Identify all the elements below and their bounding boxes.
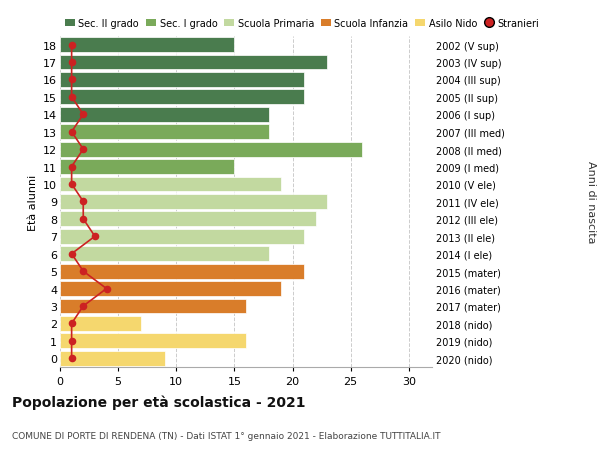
Point <box>79 302 88 310</box>
Text: Anni di nascita: Anni di nascita <box>586 161 596 243</box>
Bar <box>60 177 281 192</box>
Bar <box>60 195 328 209</box>
Text: Popolazione per età scolastica - 2021: Popolazione per età scolastica - 2021 <box>12 395 305 409</box>
Point <box>90 233 100 241</box>
Point <box>67 129 76 136</box>
Point <box>79 146 88 153</box>
Bar <box>60 264 304 279</box>
Point <box>102 285 112 292</box>
Bar <box>60 160 235 174</box>
Bar <box>60 73 304 88</box>
Bar <box>60 56 328 70</box>
Bar <box>60 90 304 105</box>
Point <box>67 77 76 84</box>
Point <box>67 181 76 188</box>
Point <box>79 216 88 223</box>
Point <box>79 112 88 119</box>
Bar <box>60 247 269 262</box>
Legend: Sec. II grado, Sec. I grado, Scuola Primaria, Scuola Infanzia, Asilo Nido, Stran: Sec. II grado, Sec. I grado, Scuola Prim… <box>65 18 539 28</box>
Point <box>67 94 76 101</box>
Y-axis label: Età alunni: Età alunni <box>28 174 38 230</box>
Point <box>79 198 88 206</box>
Bar <box>60 334 246 348</box>
Point <box>67 251 76 258</box>
Point <box>67 42 76 49</box>
Bar <box>60 281 281 297</box>
Bar <box>60 142 362 157</box>
Point <box>67 320 76 327</box>
Point <box>67 59 76 67</box>
Bar <box>60 351 164 366</box>
Bar <box>60 38 235 53</box>
Text: COMUNE DI PORTE DI RENDENA (TN) - Dati ISTAT 1° gennaio 2021 - Elaborazione TUTT: COMUNE DI PORTE DI RENDENA (TN) - Dati I… <box>12 431 440 441</box>
Point <box>67 337 76 345</box>
Point <box>67 355 76 362</box>
Bar <box>60 107 269 123</box>
Bar <box>60 230 304 244</box>
Bar <box>60 299 246 313</box>
Point <box>79 268 88 275</box>
Bar <box>60 212 316 227</box>
Bar <box>60 125 269 140</box>
Bar <box>60 316 142 331</box>
Point <box>67 163 76 171</box>
